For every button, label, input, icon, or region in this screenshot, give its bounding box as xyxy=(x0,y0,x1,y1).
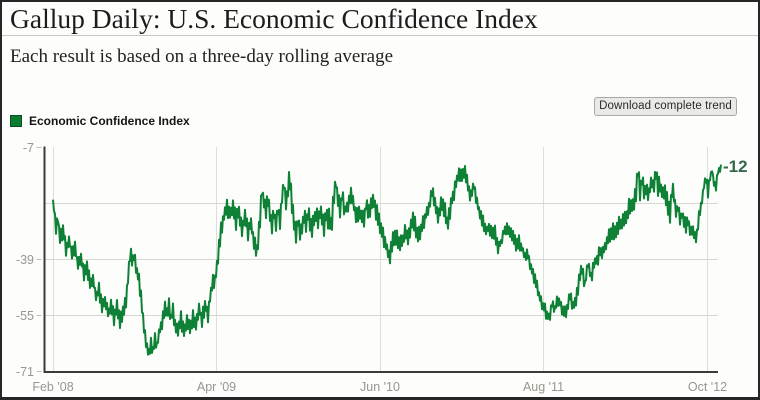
svg-text:Aug '11: Aug '11 xyxy=(523,380,564,394)
svg-text:-71: -71 xyxy=(16,365,34,379)
svg-text:Apr '09: Apr '09 xyxy=(197,380,236,394)
svg-text:-55: -55 xyxy=(16,309,34,323)
svg-text:Oct '12: Oct '12 xyxy=(688,380,727,394)
svg-text:-12: -12 xyxy=(723,157,748,176)
svg-text:Jun '10: Jun '10 xyxy=(360,380,400,394)
svg-text:Feb '08: Feb '08 xyxy=(32,380,73,394)
svg-text:-7: -7 xyxy=(23,141,34,155)
svg-text:-39: -39 xyxy=(16,253,34,267)
